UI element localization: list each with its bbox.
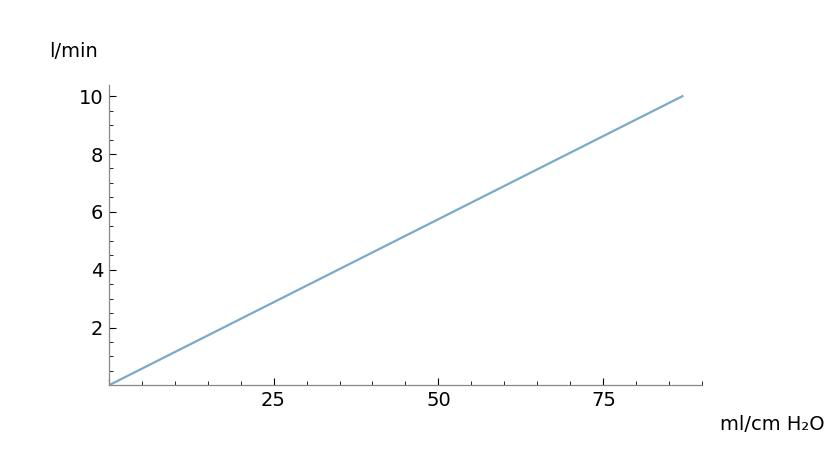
Text: l/min: l/min [49, 41, 98, 61]
Text: ml/cm H₂O: ml/cm H₂O [720, 415, 824, 434]
